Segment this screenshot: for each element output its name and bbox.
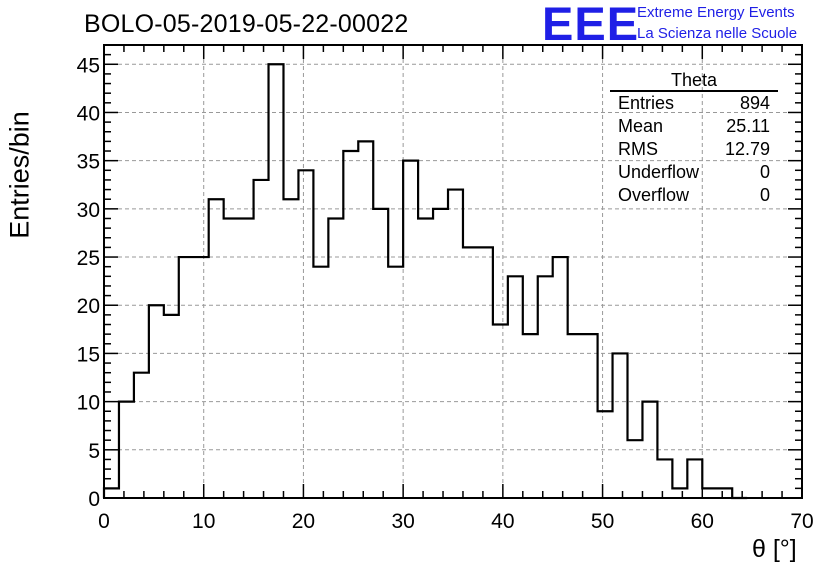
stats-title: Theta — [610, 70, 778, 92]
y-tick-label: 0 — [88, 488, 100, 511]
logo-line-1: Extreme Energy Events — [637, 4, 795, 21]
histogram-bin — [239, 218, 254, 498]
histogram-bin — [508, 276, 523, 498]
histogram-bin — [104, 488, 119, 498]
histogram-bin — [283, 199, 298, 498]
y-tick-label: 20 — [77, 295, 100, 318]
histogram-bin — [403, 161, 418, 498]
stats-row-rms: RMS 12.79 — [610, 138, 778, 161]
histogram-bin — [478, 247, 493, 498]
histogram-bin — [553, 257, 568, 498]
histogram-bin — [149, 305, 164, 498]
stats-value: 0 — [759, 185, 770, 205]
histogram-bin — [134, 373, 149, 498]
histogram-bin — [194, 257, 209, 498]
histogram-bin — [628, 440, 643, 498]
histogram-bin — [373, 209, 388, 498]
histogram-bin — [613, 353, 628, 498]
chart-title: BOLO-05-2019-05-22-00022 — [84, 10, 409, 38]
stats-row-mean: Mean 25.11 — [610, 115, 778, 138]
histogram-bin — [388, 267, 403, 498]
histogram-bin — [433, 209, 448, 498]
x-axis-label: θ [°] — [752, 535, 797, 563]
histogram-bin — [687, 459, 702, 498]
stats-label: RMS — [618, 139, 658, 159]
stats-label: Underflow — [618, 162, 700, 182]
x-tick-label: 0 — [98, 510, 110, 533]
stats-label: Overflow — [618, 185, 690, 205]
stats-label: Entries — [618, 93, 675, 113]
histogram-bin — [343, 151, 358, 498]
histogram-bin — [642, 402, 657, 498]
stats-value: 25.11 — [726, 116, 770, 136]
histogram-bin — [179, 257, 194, 498]
stats-value: 0 — [759, 162, 770, 182]
histogram-bin — [657, 459, 672, 498]
y-tick-label: 45 — [77, 54, 100, 77]
histogram-bin — [583, 334, 598, 498]
logo-line-2: La Scienza nelle Scuole — [637, 25, 798, 42]
x-tick-label: 60 — [691, 510, 714, 533]
histogram-bin — [493, 325, 508, 498]
histogram-bin — [313, 267, 328, 498]
stats-label: Mean — [618, 116, 664, 136]
x-tick-label: 40 — [491, 510, 514, 533]
histogram-bin — [717, 488, 732, 498]
stats-row-overflow: Overflow 0 — [610, 184, 778, 207]
stats-row-underflow: Underflow 0 — [610, 161, 778, 184]
plot-frame — [103, 44, 803, 499]
histogram-bin — [448, 190, 463, 498]
histogram-bin — [269, 64, 284, 498]
y-tick-label: 40 — [77, 102, 100, 125]
stats-box: Theta Entries 894 Mean 25.11 RMS 12.79 U… — [610, 70, 778, 207]
y-tick-label: 15 — [77, 343, 100, 366]
x-tick-label: 10 — [192, 510, 215, 533]
histogram-bin — [224, 218, 239, 498]
x-tick-label: 30 — [391, 510, 414, 533]
x-tick-label: 50 — [591, 510, 614, 533]
stats-value: 894 — [739, 93, 770, 113]
histogram-bin — [598, 411, 613, 498]
histogram-bin — [164, 315, 179, 498]
histogram-bin — [538, 276, 553, 498]
histogram-bin — [418, 218, 433, 498]
histogram-bin — [328, 218, 343, 498]
histogram-bin — [254, 180, 269, 498]
x-tick-label: 20 — [292, 510, 315, 533]
histogram-bin — [568, 334, 583, 498]
y-tick-label: 35 — [77, 151, 100, 174]
histogram-bin — [358, 141, 373, 498]
histogram-series — [102, 63, 748, 500]
y-tick-label: 5 — [88, 440, 100, 463]
histogram-bin — [119, 402, 134, 498]
stats-value: 12.79 — [724, 139, 770, 159]
histogram-bin — [523, 334, 538, 498]
histogram-bin — [298, 170, 313, 498]
histogram-bin — [672, 488, 687, 498]
stats-row-entries: Entries 894 — [610, 92, 778, 115]
y-tick-label: 30 — [77, 199, 100, 222]
histogram-bin — [702, 488, 717, 498]
x-tick-label: 70 — [790, 510, 813, 533]
y-tick-label: 10 — [77, 392, 100, 415]
histogram-bin — [463, 247, 478, 498]
eee-logo: EEE — [542, 0, 640, 50]
y-tick-label: 25 — [77, 247, 100, 270]
histogram-bin — [209, 199, 224, 498]
